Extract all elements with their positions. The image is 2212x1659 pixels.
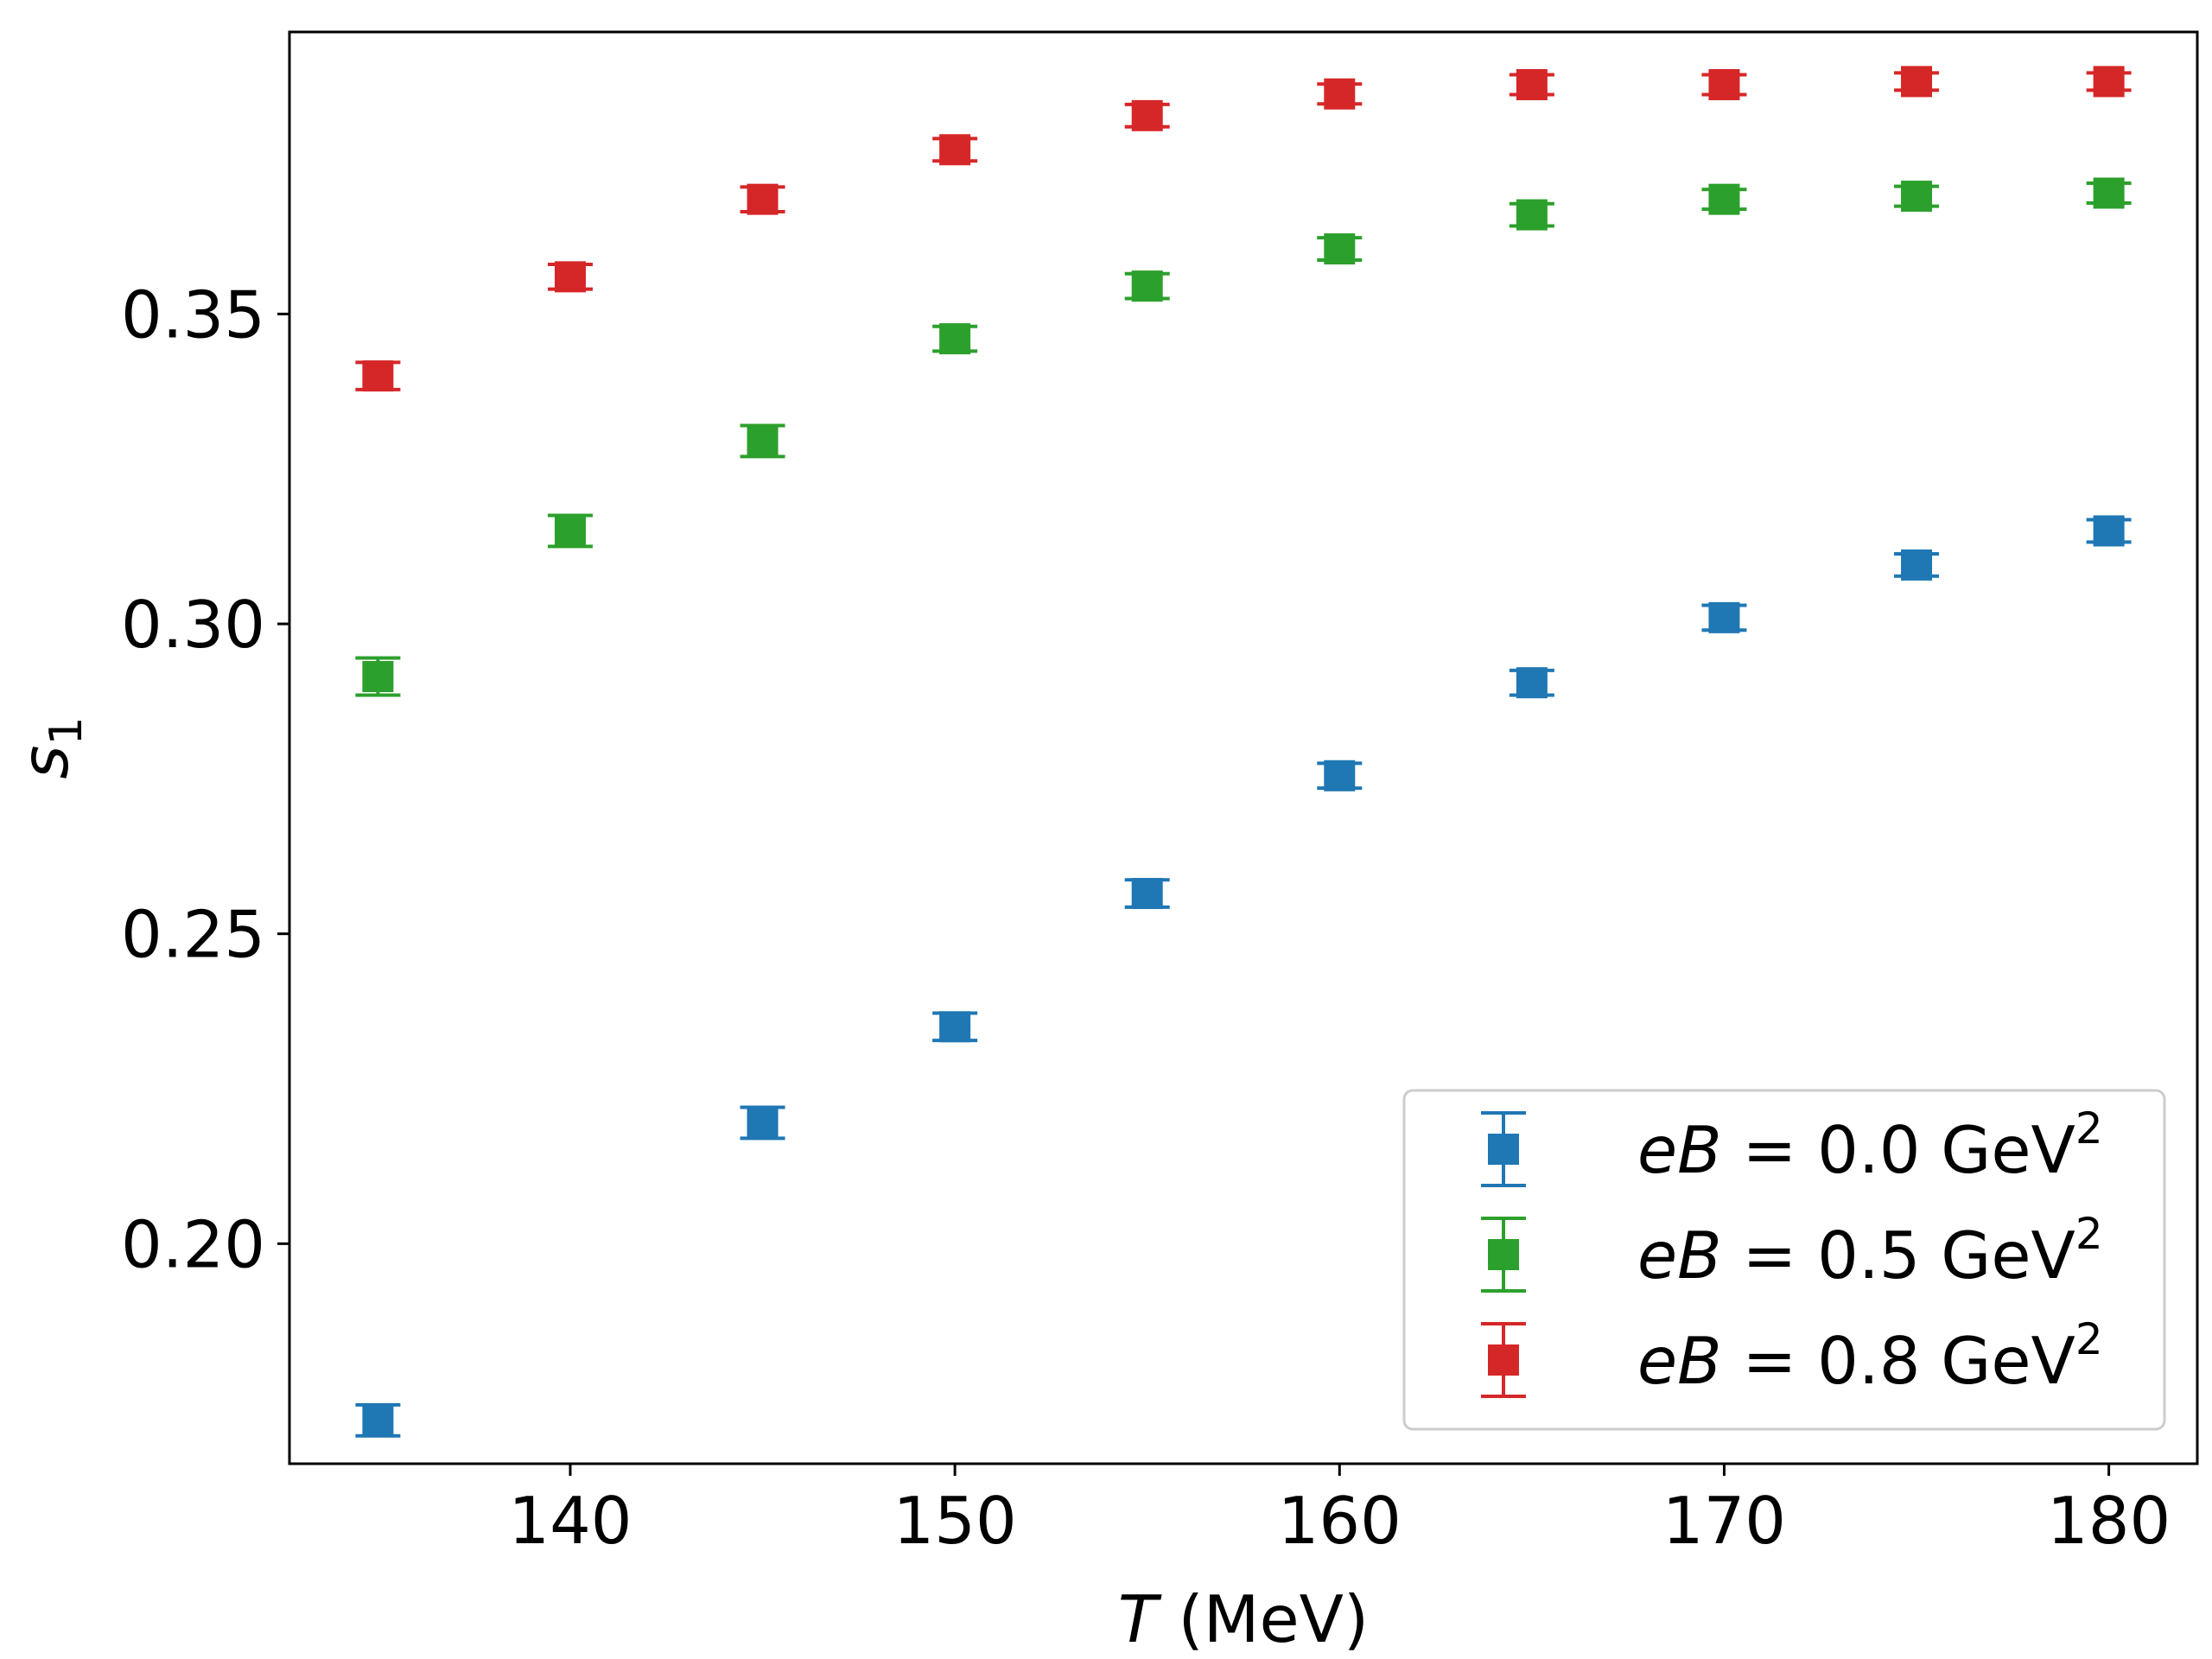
series-1-point-5-marker — [1324, 233, 1356, 265]
x-axis-label: T (MeV) — [1118, 1581, 1369, 1657]
data-marks — [355, 66, 2132, 1438]
series-1-point-8-marker — [1901, 181, 1933, 213]
series-1-point-0-marker — [362, 661, 394, 693]
series-2-point-0-marker — [362, 360, 394, 392]
series-0-point-0-marker — [362, 1404, 394, 1436]
series-0-point-2-marker — [747, 1107, 779, 1139]
legend-item-0: eB = 0.0 GeV2 — [1481, 1103, 2103, 1188]
series-0-point-9-marker — [2093, 515, 2125, 547]
x-tick-label: 140 — [508, 1483, 632, 1559]
y-tick-label: 0.20 — [121, 1206, 265, 1282]
legend-box — [1402, 1089, 2166, 1431]
legend-item-2: eB = 0.8 GeV2 — [1481, 1314, 2103, 1399]
x-tick-label: 170 — [1662, 1483, 1786, 1559]
x-tick-label: 180 — [2047, 1483, 2171, 1559]
series-2-point-9-marker — [2093, 66, 2125, 98]
series-0-point-6-marker — [1516, 667, 1548, 699]
series-2-point-4-marker — [1131, 99, 1163, 131]
legend-1-marker — [1488, 1239, 1519, 1270]
series-2-point-7-marker — [1708, 68, 1740, 100]
series-1-point-6-marker — [1516, 199, 1548, 231]
series-2-point-3-marker — [939, 134, 971, 166]
y-tick-label: 0.30 — [121, 587, 265, 663]
series-1-point-3-marker — [939, 323, 971, 355]
legend-label-0: eB = 0.0 GeV2 — [1637, 1103, 2103, 1188]
legend-item-1: eB = 0.5 GeV2 — [1481, 1209, 2103, 1294]
series-2-point-5-marker — [1324, 78, 1356, 110]
y-axis-label: s1 — [7, 716, 92, 779]
series-2-point-8-marker — [1901, 66, 1933, 98]
legend-0-marker — [1488, 1134, 1519, 1165]
legend-label-1: eB = 0.5 GeV2 — [1637, 1209, 2103, 1294]
series-1-point-4-marker — [1131, 270, 1163, 302]
x-tick-label: 150 — [893, 1483, 1017, 1559]
series-1 — [355, 177, 2132, 697]
plot-frame — [288, 30, 2199, 1465]
series-1-point-1-marker — [554, 515, 586, 547]
series-2-point-6-marker — [1516, 68, 1548, 100]
y-tick-label: 0.35 — [121, 276, 265, 353]
series-2-point-1-marker — [554, 261, 586, 293]
series-1-point-2-marker — [747, 425, 779, 457]
series-0-point-4-marker — [1131, 878, 1163, 910]
x-tick-label: 160 — [1278, 1483, 1402, 1559]
legend-2-marker — [1488, 1344, 1519, 1376]
series-1-point-7-marker — [1708, 183, 1740, 215]
series-1-point-9-marker — [2093, 177, 2125, 209]
series-0-point-8-marker — [1901, 549, 1933, 581]
legend-label-2: eB = 0.8 GeV2 — [1637, 1314, 2103, 1399]
series-0-point-3-marker — [939, 1011, 971, 1043]
series-2 — [355, 66, 2132, 392]
series-0 — [355, 515, 2132, 1438]
series-0-point-7-marker — [1708, 601, 1740, 633]
legend: eB = 0.0 GeV2 eB = 0.5 GeV2 eB = 0.8 GeV2 — [1402, 1089, 2166, 1431]
axes: 140 150 160 170 180 0.20 0.25 0.30 0.35 T (MeV) s1 — [7, 30, 2199, 1657]
series-2-point-2-marker — [747, 183, 779, 215]
y-tick-label: 0.25 — [121, 897, 265, 973]
series-0-point-5-marker — [1324, 760, 1356, 791]
